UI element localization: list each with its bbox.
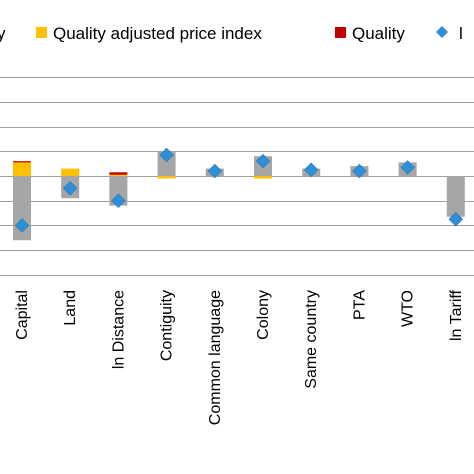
- x-tick-label-contiguity: Contiguity: [159, 290, 176, 361]
- legend-swatch-quality: [335, 27, 346, 38]
- marker-point-ln-tariff: [448, 211, 464, 227]
- marker-point-common-language: [207, 163, 223, 179]
- bar-quality-ln-distance: [109, 172, 128, 175]
- bar-quality-capital: [13, 161, 31, 163]
- x-tick-label-ln-tariff: ln Tariff: [448, 289, 465, 341]
- bar-quality-adjusted-price-index-colony: [254, 176, 272, 179]
- legend-label-partial-y: y: [0, 24, 6, 43]
- marker-point-pta: [352, 163, 367, 179]
- marker-point-colony: [255, 153, 271, 169]
- marker-point-contiguity: [159, 147, 174, 163]
- x-tick-label-wto: WTO: [400, 290, 417, 327]
- bar-quality-adjusted-price-index-ln-distance: [109, 174, 128, 176]
- x-tick-label-land: Land: [62, 290, 79, 326]
- x-tick-label-ln-distance: ln Distance: [110, 290, 127, 369]
- marker-point-land: [62, 180, 78, 196]
- marker-point-capital: [14, 218, 30, 233]
- chart-legend: y Quality adjusted price index Quality l: [0, 24, 463, 43]
- x-tick-label-colony: Colony: [255, 290, 272, 340]
- bar-quality-adjusted-price-index-contiguity: [157, 176, 176, 179]
- x-tick-label-pta: PTA: [351, 290, 368, 320]
- bar-quality-adjusted-price-index-capital: [13, 162, 31, 176]
- bar-series: [13, 151, 465, 241]
- x-tick-label-capital: Capital: [14, 290, 31, 340]
- legend-diamond-marker: [436, 26, 448, 38]
- marker-series: [14, 147, 464, 233]
- legend-swatch-quality-adjusted-price-index: [36, 27, 47, 38]
- legend-label-quality-adjusted-price-index: Quality adjusted price index: [53, 24, 262, 43]
- marker-point-wto: [400, 160, 415, 175]
- legend-label-partial-l: l: [459, 24, 463, 43]
- marker-point-ln-distance: [111, 193, 126, 209]
- legend-label-quality: Quality: [352, 24, 405, 43]
- x-tick-label-same-country: Same country: [303, 290, 320, 389]
- x-axis-tick-labels: Capital Land ln Distance Contiguity Common l…: [14, 289, 465, 425]
- bar-quality-adjusted-price-index-land: [61, 168, 80, 176]
- marker-point-same-country: [303, 162, 319, 178]
- bar-grey-component-ln-tariff: [446, 176, 465, 217]
- x-tick-label-common-language: Common language: [207, 290, 224, 425]
